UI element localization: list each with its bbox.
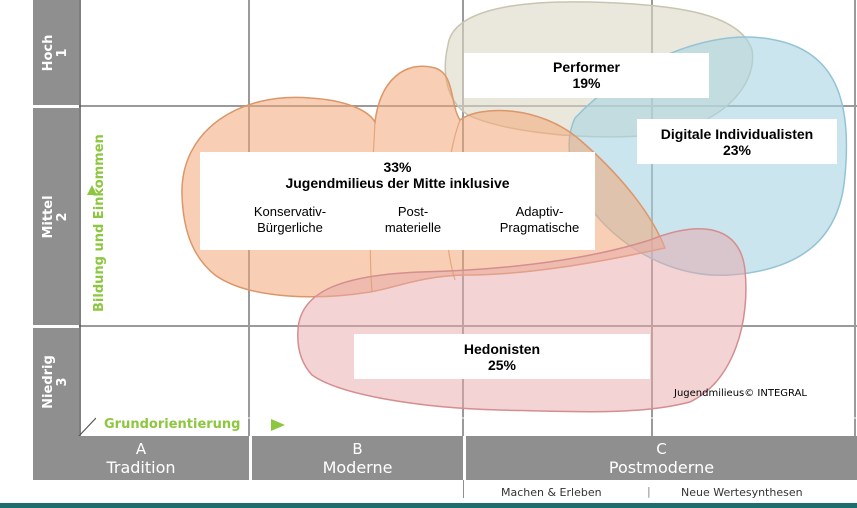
digital-name: Digitale Individualisten [660, 126, 814, 142]
x-segment-name: Tradition [106, 458, 176, 477]
y-axis-arrow-icon [87, 185, 97, 195]
x-segment-letter: A [135, 440, 147, 458]
sub-segment-neue: Neue Wertesynthesen [681, 486, 803, 499]
sub-segment-divider: | [647, 485, 651, 498]
performer-name: Performer [553, 59, 620, 75]
digital-share: 23% [722, 142, 752, 158]
x-segment-a: A Tradition [33, 436, 249, 480]
mitte-box: 33% Jugendmilieus der Mitte inklusive Ko… [200, 152, 595, 250]
hedonisten-name: Hedonisten [463, 341, 541, 357]
x-segment-b: B Moderne [252, 436, 463, 480]
y-level-hoch: Hoch 1 [33, 0, 79, 106]
x-segment-letter: C [656, 440, 667, 458]
sub-segment-machen: Machen & Erleben [501, 486, 602, 499]
mitte-share: 33% [383, 159, 412, 175]
x-axis-arrow-icon [271, 419, 285, 431]
hedonisten-box: Hedonisten 25% [354, 334, 650, 379]
hedonisten-share: 25% [487, 357, 517, 373]
y-level-niedrig: Niedrig 3 [33, 328, 79, 436]
digital-box: Digitale Individualisten 23% [637, 119, 837, 164]
y-level-mittel: Mittel 2 [33, 108, 79, 326]
performer-box: Performer 19% [464, 53, 709, 98]
bottom-rule [0, 503, 857, 508]
x-segment-letter: B [352, 440, 363, 458]
x-segment-c: C Postmoderne [466, 436, 857, 480]
mitte-member-adaptiv: Adaptiv- Pragmatische [499, 204, 580, 235]
x-segment-name: Moderne [322, 458, 393, 477]
x-segment-name: Postmoderne [608, 458, 715, 477]
mitte-name: Jugendmilieus der Mitte inklusive [285, 175, 510, 191]
x-axis-title: Grundorientierung [104, 417, 241, 432]
performer-share: 19% [572, 75, 601, 91]
y-axis-title: Bildung und Einkommen [92, 134, 107, 312]
credit-text: Jugendmilieus© INTEGRAL [674, 388, 807, 399]
mitte-member-konservativ: Konservativ- Bürgerliche [253, 204, 327, 235]
mitte-member-postmateriell: Post- materielle [384, 204, 442, 235]
